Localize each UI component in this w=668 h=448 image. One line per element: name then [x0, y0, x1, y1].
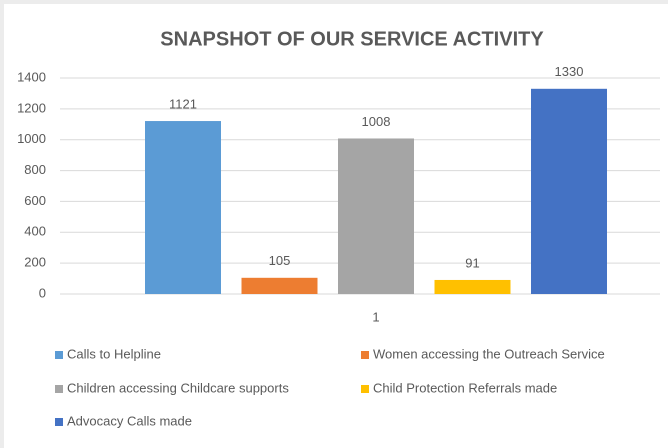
chart-title: SNAPSHOT OF OUR SERVICE ACTIVITY — [160, 28, 544, 50]
y-tick-label: 600 — [24, 193, 46, 208]
legend-swatch — [361, 385, 369, 393]
data-label: 1008 — [362, 114, 391, 129]
data-label: 1121 — [169, 96, 197, 111]
legend-label: Advocacy Calls made — [67, 413, 192, 428]
bar — [434, 279, 511, 294]
legend-label: Children accessing Childcare supports — [67, 380, 289, 395]
y-tick-label: 0 — [39, 285, 46, 300]
bar — [338, 138, 414, 294]
legend-label: Child Protection Referrals made — [373, 380, 557, 395]
y-tick-label: 800 — [24, 162, 46, 177]
legend-label: Calls to Helpline — [67, 346, 161, 361]
bar — [241, 277, 318, 294]
data-label: 1330 — [555, 64, 584, 79]
y-tick-label: 400 — [24, 224, 46, 239]
data-label: 105 — [269, 253, 291, 268]
y-tick-label: 200 — [24, 255, 46, 270]
legend-swatch — [55, 351, 63, 359]
data-label: 91 — [465, 255, 479, 270]
y-tick-label: 1000 — [17, 131, 46, 146]
bar — [145, 121, 221, 294]
x-tick-label: 1 — [372, 309, 379, 324]
legend-swatch — [55, 418, 63, 426]
legend-swatch — [55, 385, 63, 393]
legend-label: Women accessing the Outreach Service — [373, 346, 605, 361]
y-tick-label: 1200 — [17, 100, 46, 115]
y-tick-label: 1400 — [17, 69, 46, 84]
legend-swatch — [361, 351, 369, 359]
bar — [531, 88, 607, 294]
